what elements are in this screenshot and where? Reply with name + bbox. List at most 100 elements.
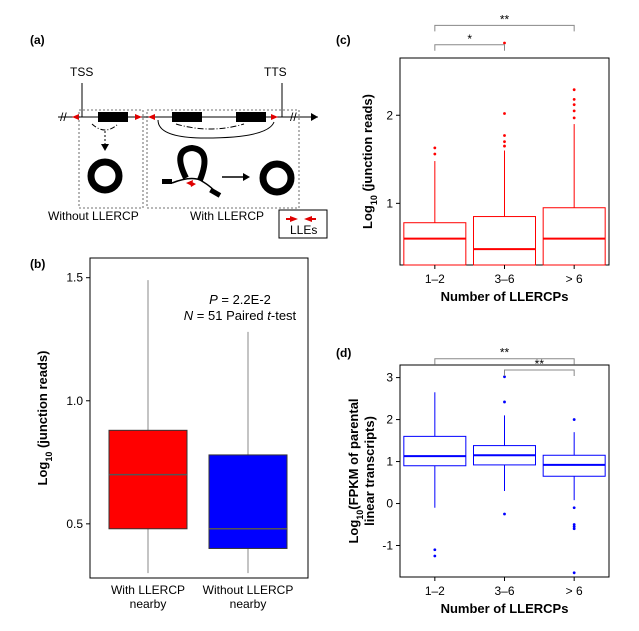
box-d-outlier	[572, 527, 576, 531]
legend-arrow-left-icon	[304, 216, 312, 222]
box-c-outlier	[433, 152, 437, 156]
box-d-outlier	[433, 548, 437, 552]
box-d-outlier	[503, 512, 506, 516]
y-tick-label: 3	[386, 371, 393, 385]
x-tick-label: With LLERCP nearby	[111, 583, 185, 611]
stat-annotation-n: N = 51 Paired t-test	[184, 308, 297, 323]
break-mark-right: //	[290, 110, 297, 124]
lle-arrow-icon	[72, 114, 79, 120]
box-c-box	[403, 222, 467, 266]
gene-diagram: TSS TTS // // Witho	[48, 65, 328, 239]
plot-d: -1 0 1 2 3 1–2 3–6 > 6 Number of LLERCPs Log10(FP…	[346, 346, 610, 616]
x-tick-label: > 6	[566, 584, 583, 598]
panel-label-d: (d)	[336, 346, 351, 360]
without-llercp-label: Without LLERCP	[48, 209, 139, 223]
legend-arrow-right-icon	[290, 216, 298, 222]
break-mark-left: //	[60, 110, 67, 124]
box-c-outlier	[572, 116, 576, 120]
x-tick-label: 3–6	[494, 272, 514, 286]
panel-label-c: (c)	[336, 33, 351, 47]
circ-arc-outer	[157, 119, 275, 139]
significance-label: *	[467, 32, 472, 46]
y-axis-label: Log10 (junction reads)	[360, 94, 379, 229]
plot-c: 1 2 1–2 3–6 > 6 Number of LLERCPs Log10 (junct…	[360, 12, 610, 304]
y-tick-label: 0.5	[66, 517, 83, 531]
lle-arrow-icon	[190, 181, 196, 187]
box-c-outlier	[503, 140, 506, 144]
lle-legend	[278, 209, 328, 239]
box-b-box	[208, 454, 288, 549]
x-tick-label: 3–6	[494, 584, 514, 598]
down-arrow-icon	[101, 144, 109, 151]
box-c-outlier	[503, 41, 506, 45]
exon-fragment	[162, 179, 172, 184]
panel-label-b: (b)	[30, 257, 45, 271]
box-c-outlier	[503, 134, 506, 137]
significance-label: **	[500, 346, 510, 360]
x-tick-label: Without LLERCP nearby	[203, 583, 294, 611]
box-c-box	[542, 207, 606, 266]
stat-annotation-p: P = 2.2E-2	[209, 292, 271, 307]
y-tick-label: -1	[382, 539, 393, 553]
y-tick-label: 1	[386, 455, 393, 469]
circrna-ring-icon	[259, 160, 295, 196]
plot-b: 0.5 1.0 1.5 With LLERCP nearby Without LLERCP…	[35, 257, 309, 611]
box-c-outlier	[572, 103, 576, 107]
box-d-outlier	[503, 375, 506, 379]
x-axis-label: Number of LLERCPs	[441, 601, 569, 616]
y-tick-label: 1	[386, 196, 393, 210]
box-d-outlier	[503, 400, 506, 404]
box-c-outlier	[572, 88, 576, 92]
box-c-box	[473, 216, 536, 266]
circrna-ring-icon	[87, 158, 123, 194]
y-tick-label: 1.0	[66, 394, 83, 408]
exon-1	[98, 112, 128, 122]
significance-bracket	[434, 358, 575, 365]
y-axis-label: Log10 (junction reads)	[35, 351, 54, 486]
box-c-outlier	[433, 146, 437, 150]
lariat-strand	[171, 177, 217, 195]
exon-3	[236, 112, 266, 122]
tts-label: TTS	[264, 65, 287, 79]
box-c-outlier	[503, 144, 506, 148]
y-axis-label-line2: linear transcripts)	[362, 416, 377, 526]
lle-arrow-icon	[148, 114, 155, 120]
x-tick-label: 1–2	[425, 584, 445, 598]
tss-label: TSS	[70, 65, 93, 79]
legend-label: LLEs	[290, 223, 317, 237]
plot-b-frame	[89, 257, 309, 579]
significance-bracket	[434, 24, 575, 32]
box-d-outlier	[572, 525, 576, 529]
direction-arrow-icon	[311, 113, 318, 121]
lariat-loop-icon	[177, 144, 208, 182]
box-d-outlier	[572, 523, 576, 526]
right-arrow-icon	[243, 173, 250, 181]
significance-label: **	[535, 357, 545, 371]
box-d-outlier	[572, 506, 576, 510]
box-c-outlier	[572, 109, 576, 113]
with-llercp-label: With LLERCP	[190, 209, 264, 223]
lle-arrow-icon	[271, 114, 278, 120]
circ-arc-inner	[175, 123, 245, 130]
splice-arc	[91, 123, 119, 131]
box-d-box	[403, 435, 467, 467]
lle-arrow-icon	[135, 114, 142, 120]
exon-2	[172, 112, 202, 122]
without-llercp-box	[78, 109, 144, 209]
y-tick-label: 1.5	[66, 271, 83, 285]
box-b-box	[108, 429, 188, 530]
box-d-outlier	[433, 554, 437, 558]
box-d-outlier	[572, 418, 576, 421]
panel-label-a: (a)	[30, 33, 45, 47]
significance-bracket	[504, 369, 575, 377]
x-tick-label: 1–2	[425, 272, 445, 286]
significance-label: **	[500, 12, 510, 26]
box-d-outlier	[572, 571, 576, 575]
y-tick-label: 0	[386, 497, 393, 511]
y-axis-label-line1: Log10(FPKM of parental	[346, 398, 365, 543]
box-c-outlier	[572, 98, 576, 101]
x-tick-label: > 6	[566, 272, 583, 286]
y-tick-label: 2	[386, 108, 393, 122]
exon-fragment	[209, 187, 222, 198]
